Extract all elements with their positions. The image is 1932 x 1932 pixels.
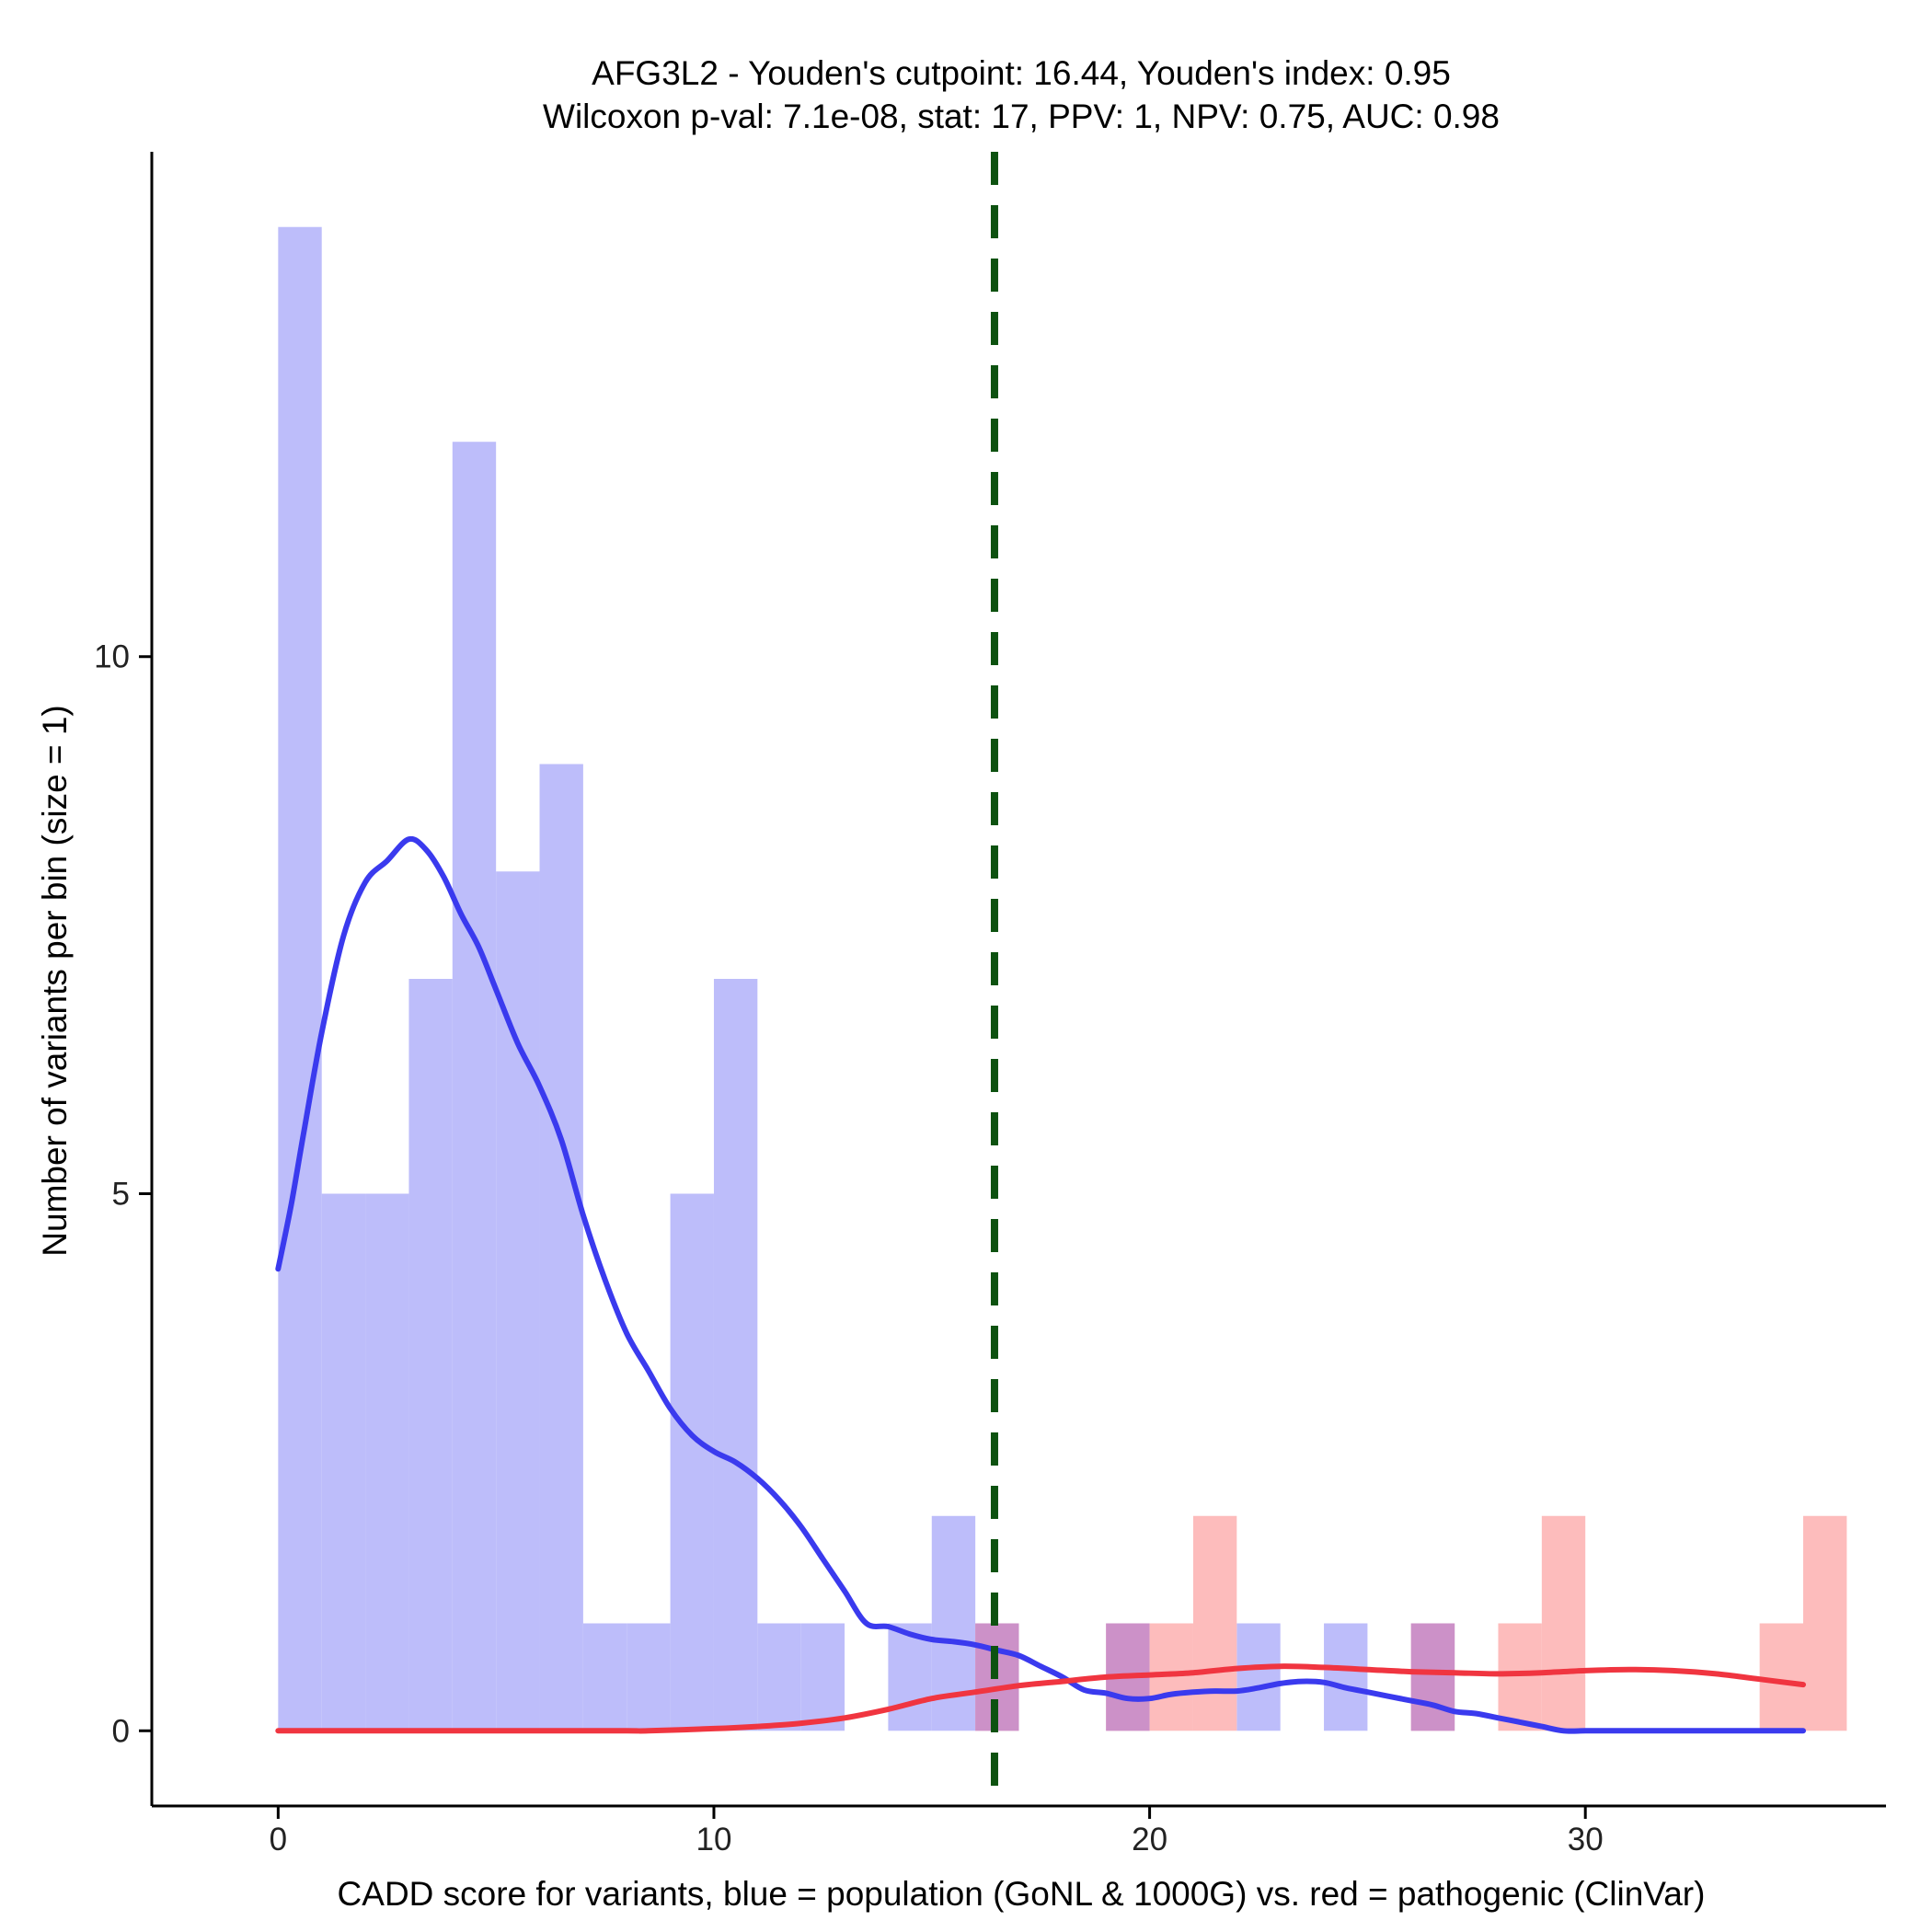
pathogenic-bar-8 (1803, 1515, 1847, 1731)
y-tick-label: 5 (112, 1177, 130, 1213)
population-bar-10 (713, 979, 758, 1731)
y-axis-label: Number of variants per bin (size = 1) (36, 705, 74, 1256)
population-bar-0 (278, 226, 322, 1731)
chart-title-line-2: Wilcoxon p-val: 7.1e-08, stat: 17, PPV: … (543, 98, 1500, 135)
y-tick-label: 10 (94, 639, 130, 675)
axes: 0 10 20 30 0 5 10 (94, 152, 1886, 1857)
x-axis-label: CADD score for variants, blue = populati… (338, 1875, 1706, 1913)
population-bar-11 (757, 1623, 801, 1731)
pathogenic-density-line (275, 1663, 1806, 1734)
pathogenic-bar-3 (1192, 1515, 1237, 1731)
chart-title-line-1: AFG3L2 - Youden's cutpoint: 16.44, Youde… (592, 54, 1451, 92)
population-density-line (275, 835, 1806, 1734)
overlap-bar-4 (1410, 1623, 1455, 1731)
density-curves (275, 835, 1806, 1734)
pathogenic-bar-5 (1498, 1623, 1542, 1731)
pathogenic-bar-7 (1759, 1623, 1804, 1731)
population-bar-3 (408, 979, 453, 1731)
population-bar-4 (452, 442, 497, 1731)
y-tick-label: 0 (112, 1713, 130, 1749)
x-tick-label: 20 (1132, 1822, 1167, 1857)
pathogenic-bar-6 (1541, 1515, 1586, 1731)
x-tick-label: 0 (270, 1822, 287, 1857)
population-bar-6 (539, 764, 583, 1731)
population-bar-12 (800, 1623, 845, 1731)
population-bar-8 (627, 1623, 671, 1731)
x-tick-label: 30 (1568, 1822, 1604, 1857)
population-bar-9 (670, 1193, 714, 1731)
population-bar-17 (1236, 1623, 1281, 1731)
population-bar-7 (582, 1623, 627, 1731)
population-bar-13 (888, 1623, 932, 1731)
population-bar-18 (1324, 1623, 1368, 1731)
x-tick-label: 10 (696, 1822, 731, 1857)
population-bar-2 (365, 1193, 409, 1731)
population-bar-1 (321, 1193, 366, 1731)
